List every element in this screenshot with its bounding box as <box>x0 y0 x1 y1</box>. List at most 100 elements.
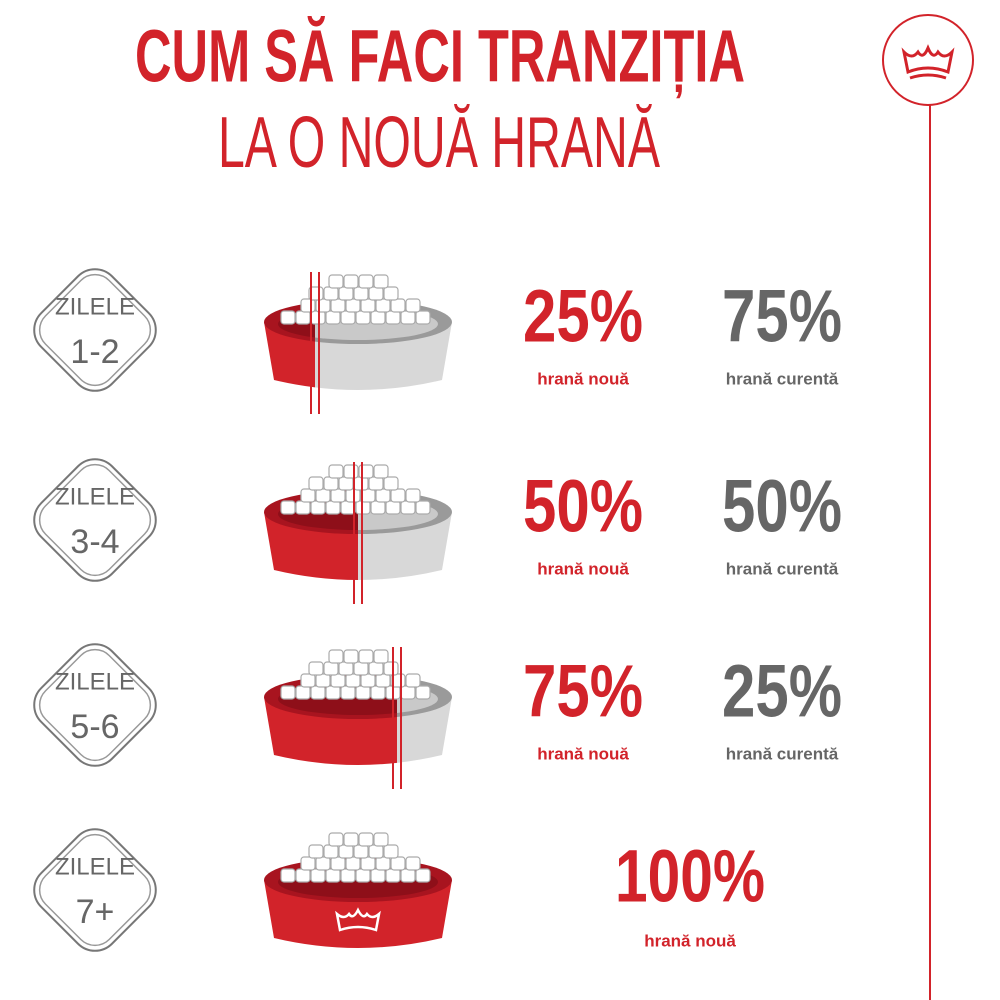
kibble <box>373 832 389 847</box>
kibble <box>385 868 401 883</box>
kibble <box>370 500 386 515</box>
current-text: hrană curentă <box>726 744 839 763</box>
current-text: hrană curentă <box>726 559 839 578</box>
kibble <box>400 500 416 515</box>
kibble <box>390 856 406 871</box>
kibble <box>415 685 431 700</box>
kibble <box>345 298 361 313</box>
kibble <box>415 868 431 883</box>
kibble <box>323 476 339 491</box>
new-text: hrană nouă <box>537 369 629 388</box>
kibble <box>338 286 354 301</box>
kibble <box>373 274 389 289</box>
kibble <box>345 856 361 871</box>
day-badge-inner <box>38 273 152 387</box>
kibble <box>330 856 346 871</box>
kibble <box>370 685 386 700</box>
kibble <box>300 856 316 871</box>
kibble <box>280 685 296 700</box>
kibble <box>330 673 346 688</box>
day-badge-inner <box>38 648 152 762</box>
kibble <box>370 868 386 883</box>
kibble <box>310 868 326 883</box>
kibble <box>343 274 359 289</box>
kibble <box>383 476 399 491</box>
kibble <box>368 844 384 859</box>
kibble <box>328 649 344 664</box>
kibble <box>280 500 296 515</box>
kibble <box>340 685 356 700</box>
kibble <box>405 488 421 503</box>
kibble <box>383 661 399 676</box>
kibble <box>390 488 406 503</box>
kibble <box>308 476 324 491</box>
kibble <box>375 856 391 871</box>
kibble <box>358 832 374 847</box>
day-range: 1-2 <box>70 333 119 371</box>
kibble <box>295 310 311 325</box>
kibble <box>360 856 376 871</box>
new-pct: 25% <box>523 275 643 358</box>
kibble <box>325 868 341 883</box>
title-line2: LA O NOUĂ HRANĂ <box>218 103 660 183</box>
crown-logo <box>901 44 955 80</box>
kibble <box>375 488 391 503</box>
kibble <box>315 488 331 503</box>
kibble <box>390 298 406 313</box>
kibble <box>328 274 344 289</box>
day-range: 7+ <box>76 893 115 931</box>
current-pct: 50% <box>722 465 842 548</box>
day-label: ZILELE <box>55 293 135 320</box>
kibble <box>315 673 331 688</box>
kibble <box>325 500 341 515</box>
kibble <box>368 286 384 301</box>
day-range: 3-4 <box>70 523 119 561</box>
kibble <box>343 832 359 847</box>
kibble <box>360 673 376 688</box>
kibble <box>330 298 346 313</box>
kibble <box>415 500 431 515</box>
day-label: ZILELE <box>55 483 135 510</box>
day-range: 5-6 <box>70 708 119 746</box>
kibble <box>338 661 354 676</box>
new-text: hrană nouă <box>644 931 736 950</box>
new-pct: 100% <box>615 835 765 918</box>
kibble <box>405 673 421 688</box>
kibble <box>353 286 369 301</box>
kibble <box>343 649 359 664</box>
day-badge <box>33 643 157 767</box>
day-badge-inner <box>38 463 152 577</box>
bowl <box>264 462 452 604</box>
kibble <box>295 500 311 515</box>
bowl <box>264 832 452 948</box>
kibble <box>353 661 369 676</box>
current-pct: 25% <box>722 650 842 733</box>
kibble <box>358 649 374 664</box>
day-badge <box>33 268 157 392</box>
kibble <box>355 310 371 325</box>
kibble <box>355 868 371 883</box>
kibble <box>300 488 316 503</box>
current-text: hrană curentă <box>726 369 839 388</box>
kibble <box>405 298 421 313</box>
new-text: hrană nouă <box>537 744 629 763</box>
kibble <box>383 286 399 301</box>
kibble <box>338 476 354 491</box>
kibble <box>383 844 399 859</box>
kibble <box>295 868 311 883</box>
kibble <box>368 476 384 491</box>
kibble <box>340 310 356 325</box>
kibble <box>370 310 386 325</box>
kibble <box>330 488 346 503</box>
kibble <box>280 868 296 883</box>
kibble <box>400 685 416 700</box>
kibble <box>315 856 331 871</box>
kibble <box>355 685 371 700</box>
kibble <box>280 310 296 325</box>
kibble <box>338 844 354 859</box>
kibble <box>308 661 324 676</box>
kibble <box>328 832 344 847</box>
kibble <box>345 673 361 688</box>
kibble <box>323 661 339 676</box>
kibble <box>323 286 339 301</box>
